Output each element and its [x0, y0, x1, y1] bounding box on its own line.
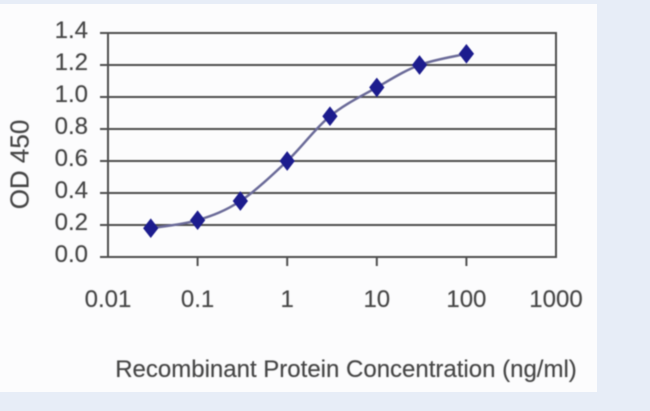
data-point-marker [411, 55, 428, 75]
y-tick-label: 0.8 [54, 113, 88, 140]
y-tick-label: 0.2 [54, 209, 88, 236]
y-tick-label: 0.6 [54, 145, 88, 172]
y-tick-label: 1.4 [54, 17, 88, 44]
series-line [150, 52, 467, 230]
y-tick-label: 0.0 [54, 241, 88, 268]
y-tick-label: 1.0 [54, 81, 88, 108]
data-point-marker [369, 77, 385, 98]
x-tick-label: 0.01 [84, 286, 132, 313]
y-tick-label: 1.2 [54, 49, 88, 76]
data-point-marker [232, 191, 248, 211]
y-tick-label: 0.4 [54, 177, 88, 204]
x-tick-label: 1 [280, 286, 294, 313]
data-point-marker [143, 218, 159, 239]
chart-photo: OD 450 0.0 0.2 0.4 0.6 0.8 1.0 1.2 1.4 0.01 0.1 1… [0, 4, 597, 392]
x-tick-label: 100 [446, 286, 487, 313]
x-tick-label: 0.1 [180, 286, 215, 313]
data-point-marker [322, 106, 338, 127]
x-tick-label: 1000 [529, 286, 583, 313]
plot-frame [107, 32, 557, 258]
x-axis-title: Recombinant Protein Concentration (ng/ml… [115, 356, 577, 383]
data-point-marker [458, 43, 475, 64]
data-point-marker [189, 210, 206, 231]
data-point-marker [279, 151, 295, 171]
x-tick-label: 10 [363, 286, 391, 313]
